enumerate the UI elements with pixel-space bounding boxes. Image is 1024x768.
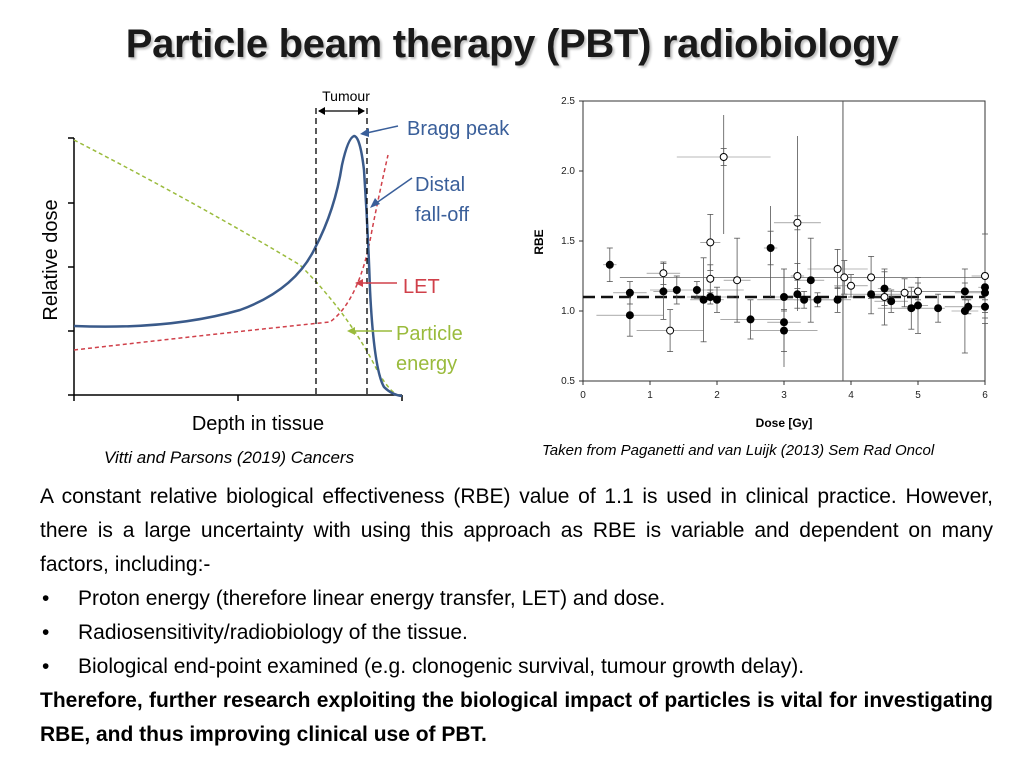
data-point-open xyxy=(666,326,675,335)
list-item: • Proton energy (therefore linear energy … xyxy=(40,582,993,616)
data-point-open xyxy=(706,238,715,247)
data-point-filled xyxy=(713,295,721,304)
list-item: • Biological end-point examined (e.g. clo… xyxy=(40,650,993,684)
let-curve xyxy=(73,154,389,351)
data-point-open xyxy=(847,281,855,290)
data-point-filled xyxy=(793,290,802,299)
distal-label-line2: fall-off xyxy=(415,204,470,226)
y-tick-label: 1.5 xyxy=(561,236,575,247)
list-item-text: Biological end-point examined (e.g. clon… xyxy=(78,655,805,678)
figure-axes xyxy=(68,137,403,401)
data-point-filled xyxy=(981,288,989,297)
factor-list: • Proton energy (therefore linear energy … xyxy=(40,582,993,684)
data-point-filled xyxy=(813,295,822,304)
data-point-open xyxy=(793,218,802,227)
bragg-peak-label: Bragg peak xyxy=(407,118,510,140)
data-point-open xyxy=(914,287,922,296)
list-item-text: Proton energy (therefore linear energy t… xyxy=(78,587,666,610)
data-point-open xyxy=(733,276,742,285)
data-point-filled xyxy=(867,290,876,299)
distal-label-line1: Distal xyxy=(415,174,465,196)
data-point-filled xyxy=(981,302,989,311)
distal-arrow xyxy=(370,177,413,208)
bullet-marker: • xyxy=(42,655,50,678)
x-tick-label: 4 xyxy=(848,390,854,401)
data-point-filled xyxy=(746,315,755,324)
bragg-peak-figure: Tumour Bragg peak Distal fall-off LET Pa… xyxy=(40,88,510,435)
particle-label-line1: Particle xyxy=(396,323,463,345)
data-point-filled xyxy=(766,244,775,252)
particle-energy-arrow xyxy=(347,327,392,335)
data-point-filled xyxy=(914,301,922,310)
data-point-open xyxy=(840,273,849,282)
tumour-arrow xyxy=(318,107,365,115)
bragg-peak-arrow xyxy=(360,125,399,137)
data-point-filled xyxy=(964,302,973,311)
right-figure-caption: Taken from Paganetti and van Luijk (2013… xyxy=(542,442,935,459)
x-tick-label: 6 xyxy=(982,390,988,401)
rbe-y-axis-label: RBE xyxy=(532,229,546,254)
data-point-filled xyxy=(625,311,634,320)
data-point-filled xyxy=(833,295,842,304)
y-axis-label: Relative dose xyxy=(40,199,62,320)
data-point-open xyxy=(833,265,842,273)
list-item: • Radiosensitivity/radiobiology of the ti… xyxy=(40,616,993,650)
data-point-filled xyxy=(880,284,889,293)
left-figure-caption: Vitti and Parsons (2019) Cancers xyxy=(104,448,355,467)
x-tick-label: 5 xyxy=(915,390,921,401)
bullet-marker: • xyxy=(42,621,50,644)
data-point-filled xyxy=(780,293,788,301)
particle-energy-curve xyxy=(73,139,399,396)
data-point-open xyxy=(793,272,802,280)
x-tick-label: 2 xyxy=(714,390,720,401)
body-text: A constant relative biological effective… xyxy=(40,480,993,752)
y-tick-label: 2.5 xyxy=(561,96,575,107)
data-point-filled xyxy=(934,304,943,313)
rbe-scatter-chart: 0 1 2 3 4 5 6 0.5 1.0 1.5 2.0 2.5 RBE Dose [Gy] xyxy=(532,96,989,430)
list-item-text: Radiosensitivity/radiobiology of the tis… xyxy=(78,621,468,644)
bullet-marker: • xyxy=(42,587,50,610)
y-tick-label: 0.5 xyxy=(561,376,575,387)
intro-paragraph: A constant relative biological effective… xyxy=(40,485,993,576)
page-title: Particle beam therapy (PBT) radiobiology xyxy=(125,22,899,66)
data-point-open xyxy=(719,153,728,161)
data-point-filled xyxy=(706,293,715,301)
data-point-open xyxy=(900,288,909,297)
data-point-filled xyxy=(625,288,634,297)
data-point-open xyxy=(659,269,668,278)
particle-label-line2: energy xyxy=(396,353,457,375)
data-point-open xyxy=(880,293,889,301)
data-point-filled xyxy=(806,276,815,285)
x-tick-label: 3 xyxy=(781,390,787,401)
data-point-open xyxy=(981,272,989,280)
rbe-x-axis-label: Dose [Gy] xyxy=(756,416,813,430)
data-point-filled xyxy=(907,304,916,313)
data-point-filled xyxy=(960,287,969,296)
let-arrow xyxy=(355,279,397,287)
x-axis-label: Depth in tissue xyxy=(192,413,324,435)
conclusion-paragraph: Therefore, further research exploiting t… xyxy=(40,689,993,746)
data-point-filled xyxy=(780,318,788,327)
y-tick-label: 1.0 xyxy=(561,306,575,317)
data-point-filled xyxy=(605,260,614,269)
data-point-filled xyxy=(699,295,708,304)
data-point-open xyxy=(867,273,876,282)
data-point-filled xyxy=(887,297,896,306)
data-point-filled xyxy=(692,286,701,294)
data-point-filled xyxy=(659,287,668,296)
x-tick-label: 1 xyxy=(647,390,653,401)
let-label: LET xyxy=(403,276,440,298)
data-point-open xyxy=(706,274,715,283)
data-point-filled xyxy=(800,295,809,304)
tumour-region xyxy=(315,108,368,395)
x-tick-label: 0 xyxy=(580,390,586,401)
y-tick-label: 2.0 xyxy=(561,166,575,177)
data-point-filled xyxy=(672,286,681,294)
tumour-label: Tumour xyxy=(322,88,370,104)
data-point-filled xyxy=(780,326,788,335)
dose-curve xyxy=(73,134,403,398)
